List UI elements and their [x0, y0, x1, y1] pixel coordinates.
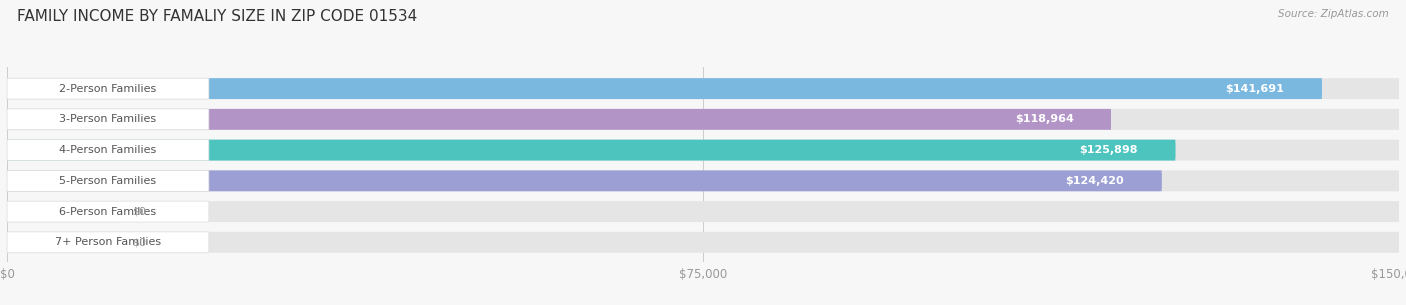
FancyBboxPatch shape	[977, 112, 1111, 127]
Text: 2-Person Families: 2-Person Families	[59, 84, 156, 94]
FancyBboxPatch shape	[7, 140, 1399, 160]
FancyBboxPatch shape	[1188, 81, 1322, 96]
Text: FAMILY INCOME BY FAMALIY SIZE IN ZIP CODE 01534: FAMILY INCOME BY FAMALIY SIZE IN ZIP COD…	[17, 9, 418, 24]
Text: 3-Person Families: 3-Person Families	[59, 114, 156, 124]
FancyBboxPatch shape	[7, 109, 209, 130]
FancyBboxPatch shape	[7, 109, 1399, 130]
FancyBboxPatch shape	[7, 140, 1175, 160]
FancyBboxPatch shape	[7, 232, 1399, 253]
Text: $0: $0	[132, 237, 146, 247]
FancyBboxPatch shape	[7, 232, 118, 253]
Text: $125,898: $125,898	[1080, 145, 1137, 155]
FancyBboxPatch shape	[7, 78, 1322, 99]
Text: $141,691: $141,691	[1226, 84, 1285, 94]
FancyBboxPatch shape	[7, 109, 1111, 130]
Text: $118,964: $118,964	[1015, 114, 1074, 124]
FancyBboxPatch shape	[1028, 173, 1161, 188]
Text: $0: $0	[132, 206, 146, 217]
Text: $124,420: $124,420	[1066, 176, 1125, 186]
FancyBboxPatch shape	[7, 170, 1399, 191]
FancyBboxPatch shape	[1042, 142, 1175, 158]
FancyBboxPatch shape	[7, 78, 209, 99]
Text: Source: ZipAtlas.com: Source: ZipAtlas.com	[1278, 9, 1389, 19]
Text: 6-Person Families: 6-Person Families	[59, 206, 156, 217]
FancyBboxPatch shape	[7, 232, 209, 253]
Text: 7+ Person Families: 7+ Person Families	[55, 237, 162, 247]
FancyBboxPatch shape	[7, 78, 1399, 99]
FancyBboxPatch shape	[7, 170, 1161, 191]
FancyBboxPatch shape	[7, 201, 209, 222]
Text: 5-Person Families: 5-Person Families	[59, 176, 156, 186]
FancyBboxPatch shape	[7, 201, 1399, 222]
Text: 4-Person Families: 4-Person Families	[59, 145, 156, 155]
FancyBboxPatch shape	[7, 170, 209, 191]
FancyBboxPatch shape	[7, 201, 118, 222]
FancyBboxPatch shape	[7, 140, 209, 160]
